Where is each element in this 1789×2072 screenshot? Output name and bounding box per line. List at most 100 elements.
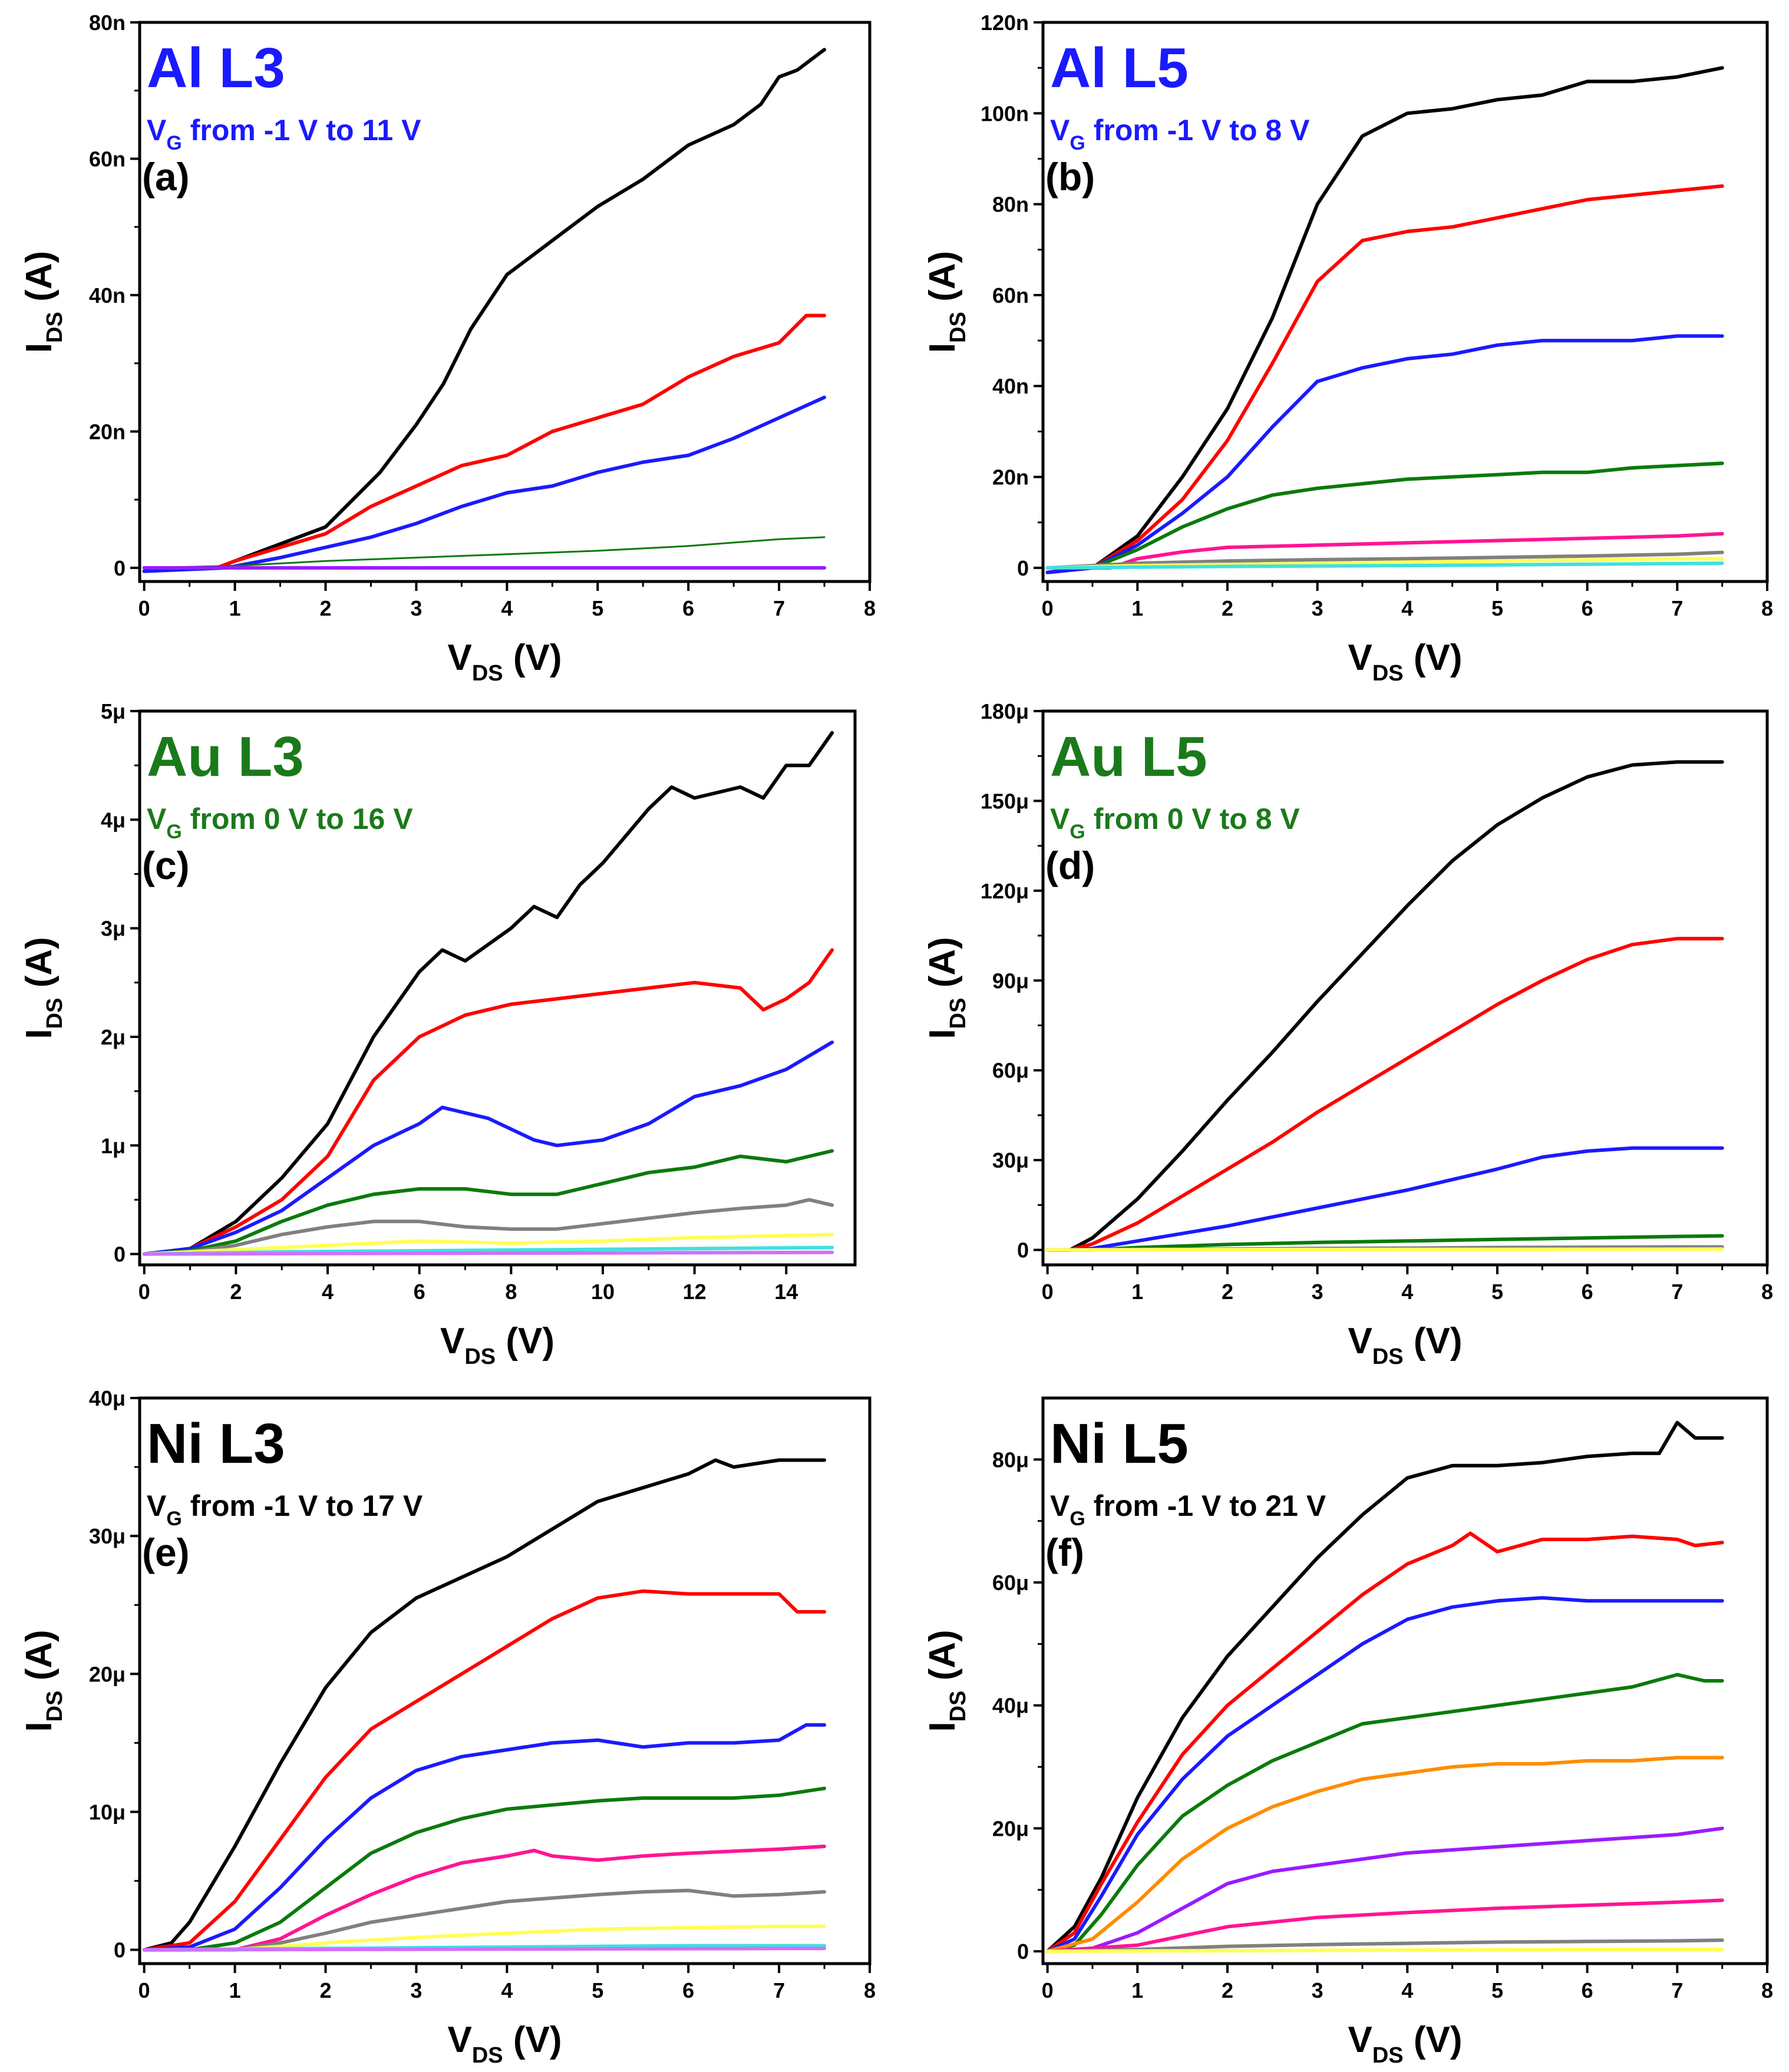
y-tick-label: 100n	[981, 101, 1029, 125]
y-tick-label: 30μ	[992, 1148, 1029, 1172]
series-line-magenta	[142, 1845, 826, 1952]
x-tick-label: 0	[138, 1280, 150, 1304]
series-line-green	[143, 536, 826, 569]
series-line-red	[1045, 937, 1724, 1252]
y-tick-label: 1μ	[101, 1134, 126, 1158]
y-tick-label: 80n	[992, 193, 1029, 217]
x-tick-label: 1	[1131, 1978, 1143, 2002]
x-tick-label: 2	[320, 1978, 332, 2002]
panel-title: Au L3	[147, 725, 304, 788]
x-tick-label: 6	[1582, 1280, 1593, 1304]
y-tick-label: 20μ	[89, 1662, 126, 1686]
y-axis-label: IDS (A)	[19, 1630, 67, 1731]
x-tick-label: 5	[592, 596, 603, 620]
y-tick-label: 120μ	[981, 879, 1029, 903]
series-line-green	[1045, 461, 1724, 570]
x-axis-label: VDS (V)	[447, 637, 562, 686]
y-tick-label: 40μ	[89, 1386, 126, 1410]
y-axis-label: IDS (A)	[922, 1630, 971, 1731]
panel-subtitle: VG from 0 V to 16 V	[147, 802, 413, 843]
y-tick-label: 60n	[992, 283, 1029, 308]
y-tick-label: 0	[114, 1242, 126, 1267]
y-tick-label: 4μ	[101, 808, 126, 832]
x-tick-label: 6	[682, 596, 694, 620]
x-tick-label: 7	[773, 1978, 785, 2002]
x-tick-label: 7	[1671, 1978, 1683, 2002]
panel-title: Ni L3	[147, 1412, 285, 1475]
x-tick-label: 3	[410, 596, 422, 620]
x-tick-label: 8	[1761, 1280, 1773, 1304]
y-tick-label: 40n	[89, 283, 126, 308]
series-line-green	[142, 1786, 826, 1952]
x-tick-label: 4	[501, 1978, 513, 2002]
x-tick-label: 3	[1312, 596, 1323, 620]
series-line-red	[1045, 184, 1724, 574]
panel-subtitle: VG from -1 V to 11 V	[147, 114, 421, 154]
series-line-gray	[142, 1888, 826, 1952]
series-line-blue	[142, 395, 826, 573]
series-line-yellow	[142, 1232, 834, 1256]
panel-a: 0 1 2 3 4 5 6 7 8 0 20n 40n 60n 80n VDS (V) IDS (A) Al L…	[19, 11, 876, 686]
panel-subtitle: VG from 0 V to 8 V	[1050, 802, 1300, 843]
panel-title: Al L3	[147, 37, 285, 100]
panel-label: (c)	[142, 844, 190, 887]
y-tick-label: 30μ	[89, 1524, 126, 1548]
x-tick-label: 1	[229, 1978, 241, 2002]
y-tick-label: 60n	[89, 147, 126, 171]
y-tick-label: 0	[114, 556, 126, 580]
y-tick-label: 20μ	[992, 1816, 1029, 1840]
series-line-cyan	[1045, 561, 1724, 570]
x-tick-label: 8	[1761, 596, 1773, 620]
y-tick-label: 0	[1017, 1238, 1029, 1263]
y-tick-label: 150μ	[981, 789, 1029, 813]
x-axis-label: VDS (V)	[1348, 1321, 1462, 1369]
series-line-red	[142, 1589, 826, 1952]
series-line-black	[1045, 1420, 1724, 1954]
panel-f: 0 1 2 3 4 5 6 7 8 0 20μ 40μ 60μ 80μ VDS (V) IDS (A) Ni L…	[922, 1396, 1773, 2068]
series-line-blue	[142, 1723, 826, 1952]
y-axis-label: IDS (A)	[922, 251, 971, 353]
x-tick-label: 0	[138, 596, 150, 620]
series-line-black	[142, 1458, 826, 1952]
series-line-blue	[1045, 1596, 1724, 1954]
series-line-blue	[142, 1040, 834, 1256]
y-tick-label: 2μ	[101, 1025, 126, 1049]
series-line-green	[142, 1149, 834, 1256]
plot-frame	[138, 709, 857, 1267]
x-tick-label: 2	[1222, 596, 1233, 620]
panel-label: (a)	[142, 155, 190, 199]
series-line-magenta	[1045, 1898, 1724, 1954]
x-tick-label: 12	[683, 1280, 707, 1304]
x-tick-label: 10	[591, 1280, 615, 1304]
series-line-red	[1045, 1531, 1724, 1954]
x-axis-label: VDS (V)	[1348, 2020, 1462, 2068]
panel-d: 0 1 2 3 4 5 6 7 8 0 30μ 60μ 90μ 120μ 150μ 180μ VDS (V) ID…	[922, 699, 1773, 1369]
panel-subtitle: VG from -1 V to 21 V	[1050, 1489, 1326, 1530]
series-line-yellow	[1045, 1948, 1724, 1954]
x-tick-label: 2	[320, 596, 332, 620]
y-tick-label: 0	[1017, 1939, 1029, 1964]
panel-c: 0 2 4 6 8 10 12 14 0 1μ 2μ 3μ 4μ 5μ VDS (V) IDS (A) Au L…	[19, 699, 857, 1369]
x-tick-label: 5	[1491, 1280, 1503, 1304]
x-tick-label: 1	[1131, 1280, 1143, 1304]
x-axis-label: VDS (V)	[447, 2020, 562, 2068]
x-tick-label: 0	[1042, 1978, 1054, 2002]
plot-frame	[1041, 21, 1769, 583]
y-tick-label: 90μ	[992, 969, 1029, 993]
panel-subtitle: VG from -1 V to 8 V	[1050, 114, 1310, 154]
x-tick-label: 3	[1312, 1978, 1323, 2002]
x-tick-label: 8	[864, 596, 876, 620]
x-tick-label: 3	[410, 1978, 422, 2002]
x-tick-label: 5	[1491, 1978, 1503, 2002]
series-line-gray	[1045, 550, 1724, 570]
x-tick-label: 2	[1222, 1978, 1233, 2002]
plot-frame	[1041, 709, 1769, 1267]
x-tick-label: 8	[1761, 1978, 1773, 2002]
panel-title: Al L5	[1050, 37, 1189, 100]
series-line-black	[142, 48, 826, 573]
x-tick-label: 8	[505, 1280, 517, 1304]
x-tick-label: 7	[773, 596, 785, 620]
y-axis-label: IDS (A)	[922, 937, 971, 1039]
x-tick-label: 4	[1401, 1978, 1413, 2002]
